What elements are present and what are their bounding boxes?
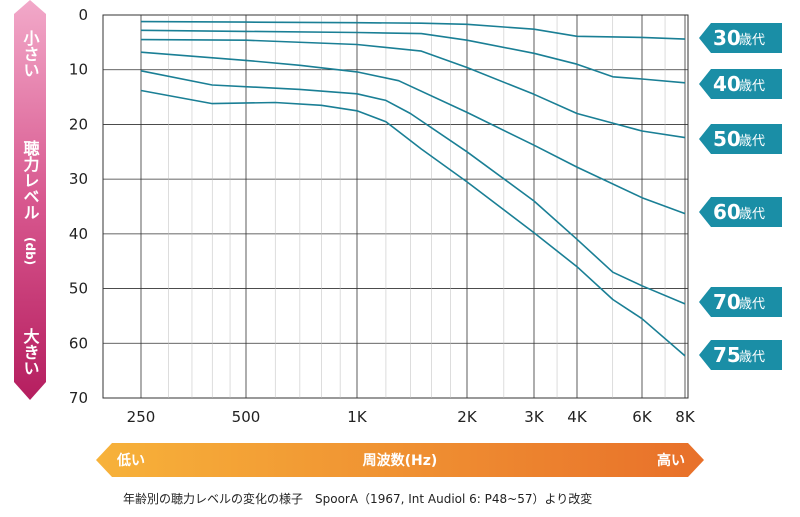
x-tick-label: 500	[232, 408, 261, 426]
age-tag-number: 75	[713, 343, 741, 367]
age-tag-unit: 歳代	[739, 134, 765, 149]
age-tag-unit: 歳代	[739, 33, 765, 48]
plot-area	[102, 14, 689, 399]
x-tick-label: 1K	[347, 408, 368, 426]
age-tag-unit: 歳代	[739, 207, 765, 222]
y-tick-label: 20	[69, 115, 88, 133]
x-ticks: 250 500 1K 2K 3K 4K 6K 8K	[127, 408, 696, 426]
x-label-high: 高い	[657, 452, 685, 469]
x-label-frequency: 周波数(Hz)	[363, 452, 438, 469]
series-lines	[140, 20, 686, 357]
age-tag-number: 70	[713, 290, 741, 314]
series-line-60	[140, 51, 686, 215]
x-tick-label: 2K	[457, 408, 478, 426]
age-tag-unit: 歳代	[739, 350, 765, 365]
y-tick-label: 70	[69, 389, 88, 407]
age-tag-number: 30	[713, 26, 741, 50]
series-line-40	[140, 29, 686, 84]
y-tick-label: 30	[69, 170, 88, 188]
age-tag-number: 50	[713, 127, 741, 151]
caption: 年齢別の聴力レベルの変化の様子 SpoorA（1967, Int Audiol …	[123, 491, 592, 506]
x-tick-label: 4K	[567, 408, 588, 426]
y-ticks: 0 10 20 30 40 50 60 70	[69, 6, 88, 407]
y-tick-label: 0	[78, 6, 88, 24]
y-tick-label: 40	[69, 225, 88, 243]
age-tag-number: 60	[713, 200, 741, 224]
y-tick-label: 50	[69, 280, 88, 298]
series-line-50	[140, 38, 686, 139]
y-label-large: 大きい	[21, 327, 40, 376]
y-label-unit: (db)	[23, 237, 37, 265]
series-line-75	[140, 89, 686, 357]
x-tick-label: 3K	[524, 408, 545, 426]
age-tag-unit: 歳代	[739, 79, 765, 94]
x-tick-label: 250	[127, 408, 156, 426]
y-tick-label: 60	[69, 334, 88, 352]
x-tick-label: 6K	[632, 408, 653, 426]
y-tick-label: 10	[69, 61, 88, 79]
series-line-70	[140, 70, 686, 305]
series-line-30	[140, 20, 686, 40]
age-tag-unit: 歳代	[739, 297, 765, 312]
age-tag-number: 40	[713, 72, 741, 96]
x-tick-label: 8K	[675, 408, 696, 426]
y-axis-arrow: 小さい 聴力レベル (db) 大きい	[14, 0, 46, 400]
x-label-low: 低い	[116, 452, 145, 469]
x-axis-bar: 低い 周波数(Hz) 高い	[96, 443, 704, 477]
y-label-hearing: 聴力レベル	[21, 140, 40, 220]
grid	[103, 15, 688, 398]
y-label-small: 小さい	[21, 30, 40, 78]
